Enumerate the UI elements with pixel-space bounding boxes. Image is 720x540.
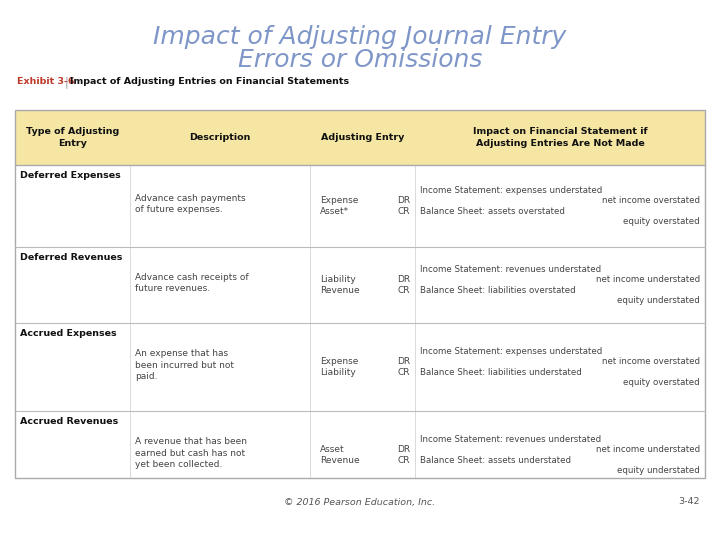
Text: Adjusting Entry: Adjusting Entry [321, 133, 404, 142]
Text: Exhibit 3-6: Exhibit 3-6 [17, 78, 74, 86]
Text: equity understated: equity understated [617, 296, 700, 305]
Text: net income overstated: net income overstated [602, 357, 700, 366]
Text: Advance cash receipts of
future revenues.: Advance cash receipts of future revenues… [135, 273, 248, 293]
Text: DR: DR [397, 445, 410, 454]
Bar [15, 411, 705, 499]
Text: DR: DR [397, 196, 410, 205]
Text: CR: CR [397, 456, 410, 465]
Text: Balance Sheet: liabilities understated: Balance Sheet: liabilities understated [420, 368, 582, 377]
Text: Expense: Expense [320, 357, 359, 366]
Text: DR: DR [397, 357, 410, 366]
Text: Income Statement: expenses understated: Income Statement: expenses understated [420, 347, 602, 356]
Text: net income understated: net income understated [596, 446, 700, 454]
Text: Advance cash payments
of future expenses.: Advance cash payments of future expenses… [135, 194, 246, 214]
Text: Errors or Omissions: Errors or Omissions [238, 48, 482, 72]
Text: An expense that has
been incurred but not
paid.: An expense that has been incurred but no… [135, 349, 234, 381]
Text: equity overstated: equity overstated [624, 217, 700, 226]
Text: CR: CR [397, 368, 410, 377]
Text: 3-42: 3-42 [678, 497, 700, 507]
Text: net income overstated: net income overstated [602, 196, 700, 205]
Text: Deferred Expenses: Deferred Expenses [20, 171, 121, 180]
Text: Impact of Adjusting Journal Entry: Impact of Adjusting Journal Entry [153, 25, 567, 49]
Bar [15, 165, 705, 247]
Text: equity understated: equity understated [617, 466, 700, 475]
Text: Income Statement: revenues understated: Income Statement: revenues understated [420, 265, 601, 274]
Bar [15, 110, 705, 165]
Text: │: │ [63, 76, 69, 88]
Text: Expense: Expense [320, 196, 359, 205]
Text: Impact of Adjusting Entries on Financial Statements: Impact of Adjusting Entries on Financial… [70, 78, 349, 86]
Text: Income Statement: revenues understated: Income Statement: revenues understated [420, 435, 601, 444]
Bar [15, 110, 705, 478]
Text: © 2016 Pearson Education, Inc.: © 2016 Pearson Education, Inc. [284, 497, 436, 507]
Text: Impact on Financial Statement if
Adjusting Entries Are Not Made: Impact on Financial Statement if Adjusti… [473, 127, 647, 147]
Text: Liability: Liability [320, 368, 356, 377]
Text: Balance Sheet: liabilities overstated: Balance Sheet: liabilities overstated [420, 286, 575, 295]
Text: CR: CR [397, 286, 410, 295]
Text: DR: DR [397, 275, 410, 284]
Text: Income Statement: expenses understated: Income Statement: expenses understated [420, 186, 602, 195]
Text: Balance Sheet: assets understated: Balance Sheet: assets understated [420, 456, 571, 465]
Text: Revenue: Revenue [320, 456, 359, 465]
Text: Accrued Revenues: Accrued Revenues [20, 417, 118, 426]
Text: Balance Sheet: assets overstated: Balance Sheet: assets overstated [420, 207, 565, 216]
Text: Description: Description [189, 133, 251, 142]
Text: A revenue that has been
earned but cash has not
yet been collected.: A revenue that has been earned but cash … [135, 437, 247, 469]
Text: Accrued Expenses: Accrued Expenses [20, 329, 117, 338]
Bar [15, 247, 705, 323]
Text: equity overstated: equity overstated [624, 378, 700, 387]
Text: Asset*: Asset* [320, 207, 349, 216]
Text: Revenue: Revenue [320, 286, 359, 295]
Bar [15, 323, 705, 411]
Text: Liability: Liability [320, 275, 356, 284]
Text: CR: CR [397, 207, 410, 216]
Text: Deferred Revenues: Deferred Revenues [20, 253, 122, 262]
Text: net income understated: net income understated [596, 275, 700, 284]
Text: Type of Adjusting
Entry: Type of Adjusting Entry [26, 127, 119, 147]
Text: Asset: Asset [320, 445, 345, 454]
